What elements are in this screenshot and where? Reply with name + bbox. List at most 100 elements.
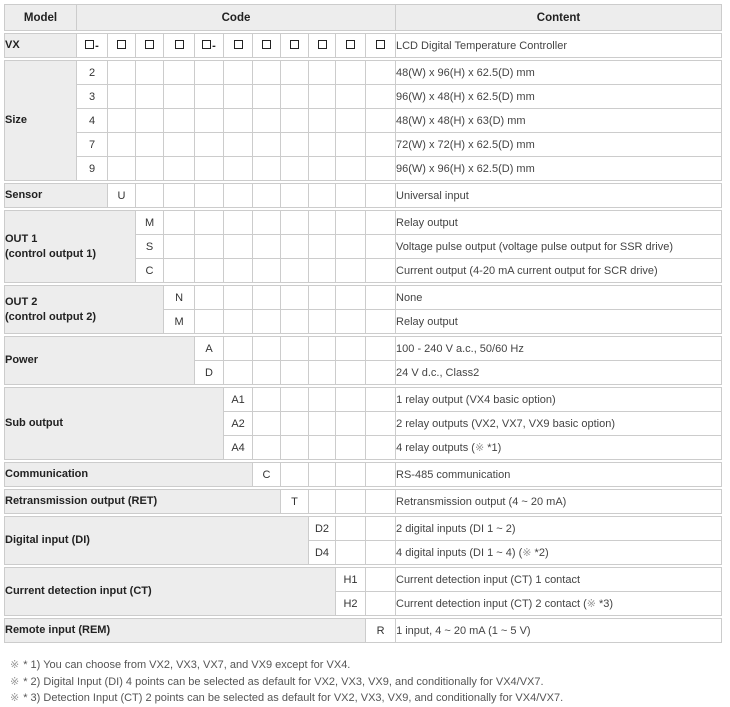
content-cell: 1 input, 4 ~ 20 mA (1 ~ 5 V): [395, 618, 722, 643]
empty-code-cell: [335, 210, 367, 235]
code-cell: H1: [335, 567, 366, 592]
reference-mark: ※: [10, 675, 20, 688]
empty-code-cell: [365, 462, 397, 487]
model-label: Retransmission output (RET): [3, 489, 282, 514]
code-cell: A2: [223, 411, 254, 436]
empty-code-cell: [335, 411, 367, 436]
reference-mark: ※: [10, 692, 20, 704]
empty-code-cell: [280, 411, 310, 436]
empty-code-cell: [252, 336, 282, 361]
empty-code-cell: [163, 156, 195, 181]
code-cell: U: [107, 183, 137, 208]
footnote-line: ※ * 2) Digital Input (DI) 4 points can be…: [10, 674, 714, 691]
empty-code-cell: [335, 462, 367, 487]
empty-code-cell: [135, 84, 164, 109]
table-row: A4 4 relay outputs (※ *1): [5, 435, 722, 460]
empty-code-cell: [335, 309, 367, 334]
group-remote-input-rem: Remote input (REM) R 1 input, 4 ~ 20 mA (1…: [3, 618, 722, 643]
checkbox-icon: [233, 40, 243, 50]
table-row: A2 2 relay outputs (VX2, VX7, VX9 basic o…: [5, 411, 722, 436]
table-row: Power A 100 - 240 V a.c., 50/60 Hz: [3, 336, 722, 385]
empty-code-cell: [308, 462, 337, 487]
empty-code-cell: [223, 336, 254, 361]
model-label: OUT 2 (control output 2): [3, 285, 165, 334]
empty-code-cell: [135, 60, 164, 85]
empty-code-cell: [365, 591, 396, 616]
empty-code-cell: [194, 183, 225, 208]
empty-code-cell: [365, 387, 397, 412]
content-cell: 2 relay outputs (VX2, VX7, VX9 basic opt…: [395, 411, 722, 436]
empty-code-cell: [365, 258, 397, 283]
group-sensor: Sensor U Universal input: [3, 183, 722, 208]
empty-code-cell: [194, 132, 224, 157]
code-cell: M: [135, 210, 165, 235]
empty-code-cell: [163, 183, 196, 208]
code-box-cell: [308, 33, 336, 58]
empty-code-cell: [223, 84, 253, 109]
empty-code-cell: [365, 336, 397, 361]
empty-code-cell: [194, 60, 224, 85]
group-digital-input-di: Digital input (DI) D2 2 digital inputs (DI…: [3, 516, 722, 565]
empty-code-cell: [107, 84, 136, 109]
empty-code-cell: [194, 84, 224, 109]
code-box-cell: -: [194, 33, 224, 58]
header-model: Model: [4, 4, 77, 31]
empty-code-cell: [163, 84, 195, 109]
content-cell: 72(W) x 72(H) x 62.5(D) mm: [395, 132, 722, 157]
group-size: Size 2 48(W) x 96(H) x 62.5(D) mm 3 96(W) x …: [4, 60, 722, 181]
content-cell: Current detection input (CT) 2 contact (…: [395, 591, 722, 616]
model-label: VX: [4, 33, 77, 58]
empty-code-cell: [194, 285, 225, 310]
empty-code-cell: [365, 84, 396, 109]
content-cell: None: [395, 285, 722, 310]
code-box-cell: -: [76, 33, 108, 58]
checkbox-icon: [376, 40, 385, 50]
checkbox-icon: [202, 40, 212, 50]
empty-code-cell: [280, 258, 310, 283]
empty-code-cell: [308, 132, 336, 157]
empty-code-cell: [308, 108, 336, 133]
empty-code-cell: [252, 183, 282, 208]
group-current-detection-input-ct: Current detection input (CT) H1 Current de…: [4, 567, 722, 616]
empty-code-cell: [163, 258, 196, 283]
group-vx: VX - - LCD Digital Temperature Controller: [4, 33, 722, 58]
empty-code-cell: [135, 132, 164, 157]
empty-code-cell: [194, 108, 224, 133]
empty-code-cell: [252, 435, 282, 460]
content-cell: Current detection input (CT) 1 contact: [395, 567, 722, 592]
content-cell: 2 digital inputs (DI 1 ~ 2): [395, 516, 722, 541]
empty-code-cell: [335, 489, 367, 514]
empty-code-cell: [223, 285, 254, 310]
table-header: Model Code Content: [4, 4, 722, 31]
empty-code-cell: [335, 156, 366, 181]
reference-mark: ※: [474, 442, 485, 454]
checkbox-icon: [317, 40, 327, 50]
empty-code-cell: [308, 234, 337, 259]
table-body: VX - - LCD Digital Temperature Controller Si…: [3, 33, 722, 643]
empty-code-cell: [308, 156, 336, 181]
empty-code-cell: [223, 309, 254, 334]
footnote-text: * 3) Detection Input (CT) 2 points can b…: [23, 692, 564, 704]
empty-code-cell: [280, 84, 309, 109]
dash-separator: -: [212, 39, 216, 52]
empty-code-cell: [280, 435, 310, 460]
code-cell: S: [135, 234, 165, 259]
table-row: Size 2 48(W) x 96(H) x 62.5(D) mm: [4, 60, 722, 181]
empty-code-cell: [223, 156, 253, 181]
header-content: Content: [395, 4, 722, 31]
code-box-cell: [252, 33, 281, 58]
reference-mark: ※: [10, 659, 20, 671]
empty-code-cell: [335, 435, 367, 460]
footnote-text: * 2) Digital Input (DI) 4 points can be …: [23, 675, 544, 688]
code-cell: A: [194, 336, 225, 361]
empty-code-cell: [308, 183, 337, 208]
code-box-cell: [163, 33, 195, 58]
empty-code-cell: [194, 156, 224, 181]
model-label: Size: [4, 60, 77, 181]
content-cell: 1 relay output (VX4 basic option): [395, 387, 722, 412]
empty-code-cell: [194, 210, 225, 235]
model-label: Sub output: [3, 387, 225, 460]
code-box-cell: [280, 33, 309, 58]
checkbox-icon: [174, 40, 184, 50]
model-label: Communication: [3, 462, 254, 487]
